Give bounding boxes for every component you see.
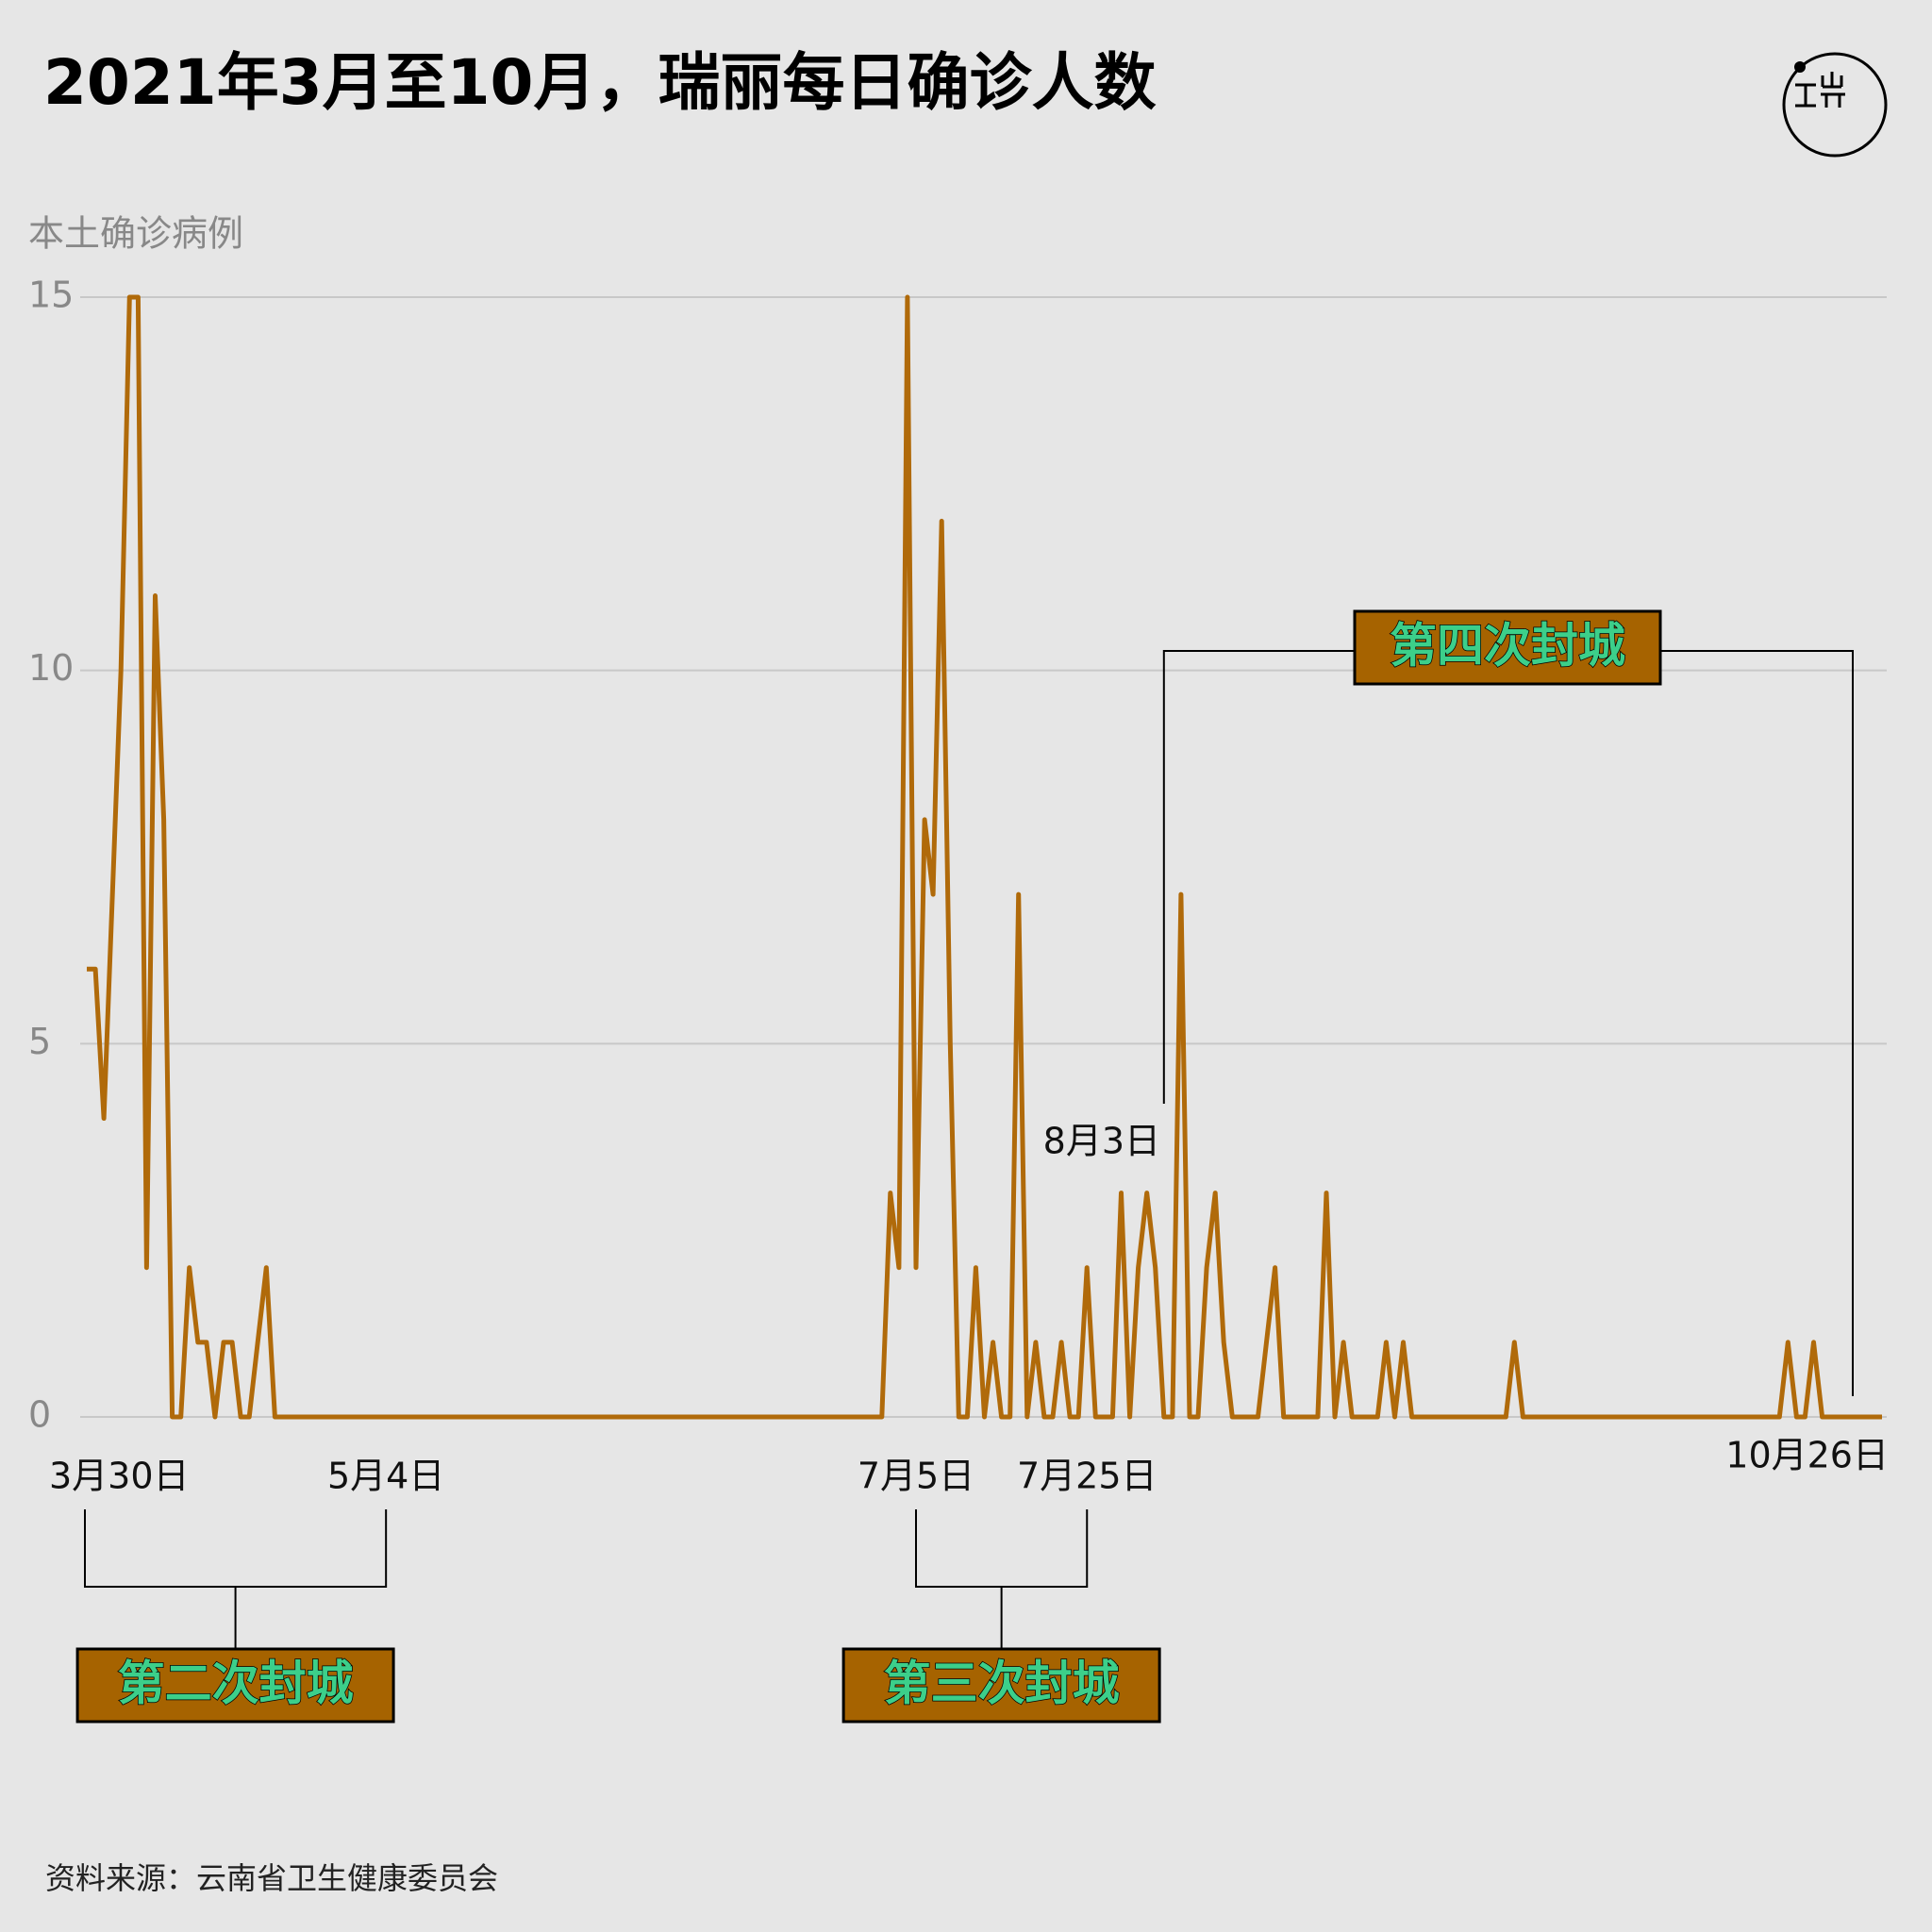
x-tick-label: 7月25日 [1017,1456,1158,1497]
y-axis-label: 本土确诊病例 [28,213,243,255]
y-tick-label: 15 [28,275,74,316]
x-tick-label: 5月4日 [327,1456,444,1497]
lockdown-annotation: 第三次封城 [841,1509,1161,1724]
annotation-box [1353,609,1662,686]
logo-ring [1782,52,1888,158]
chart-title: 2021年3月至10月，瑞丽每日确诊人数 [43,46,1156,119]
y-tick-label: 0 [28,1394,51,1436]
logo-glyph [1795,72,1845,108]
y-tick-label: 10 [28,647,74,689]
y-tick-label: 5 [28,1021,51,1062]
source-note: 资料来源：云南省卫生健康委员会 [45,1860,498,1896]
x-tick-label: 7月5日 [858,1456,974,1497]
bracket [915,1509,1089,1649]
annotation-label: 第二次封城 [118,1657,354,1711]
annotation-label: 第四次封城 [1390,619,1625,674]
x-tick-label: 3月30日 [49,1456,190,1497]
data-line [87,294,1882,1420]
x-tick-label: 10月26日 [1725,1435,1889,1476]
lockdown-annotation: 第四次封城 [1162,609,1854,1396]
annotation-box [75,1647,395,1724]
annotation-box [841,1647,1161,1724]
annotation-label: 第三次封城 [884,1657,1120,1711]
logo-dot [1794,61,1806,73]
x-tick-label: 8月3日 [1043,1121,1160,1162]
logo [1782,52,1888,158]
bracket [84,1509,388,1649]
lockdown-annotation: 第二次封城 [75,1509,395,1724]
